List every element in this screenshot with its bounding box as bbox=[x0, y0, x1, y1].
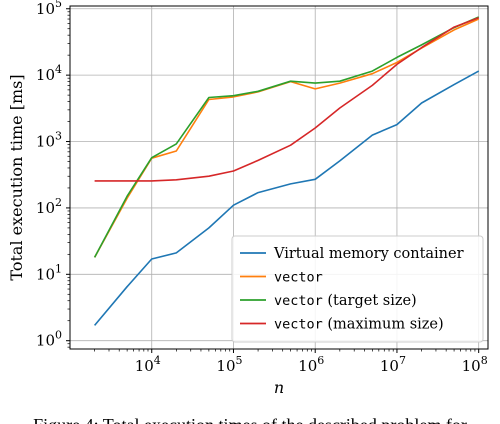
y-tick-label: 101 bbox=[36, 262, 62, 283]
x-axis-label: n bbox=[274, 378, 284, 397]
x-tick-label: 107 bbox=[380, 354, 406, 375]
y-tick-label: 102 bbox=[36, 196, 62, 217]
x-tick-label: 106 bbox=[298, 354, 324, 375]
y-tick-label: 104 bbox=[36, 63, 62, 84]
figure-caption: Figure 4: Total execution times of the d… bbox=[33, 415, 467, 424]
series-line-4 bbox=[94, 17, 479, 182]
y-tick-label: 100 bbox=[36, 329, 62, 350]
legend-entry-3: vector (target size) bbox=[274, 293, 417, 309]
series-line-3 bbox=[93, 16, 480, 258]
legend-entry-1: Virtual memory container bbox=[273, 246, 464, 262]
axis-ticks: 104 105 106 107 108 100 101 102 103 104 105 bbox=[36, 0, 488, 375]
x-tick-label: 105 bbox=[216, 354, 242, 375]
legend-box bbox=[231, 235, 484, 343]
x-tick-label: 104 bbox=[135, 354, 161, 375]
series-line-2 bbox=[93, 18, 480, 258]
plot-frame bbox=[69, 5, 489, 350]
y-tick-label: 103 bbox=[36, 130, 62, 151]
legend-entry-2: vector bbox=[274, 270, 323, 286]
legend-entry-4: vector (maximum size) bbox=[274, 317, 444, 333]
legend: Virtual memory container vector vector (ta… bbox=[231, 235, 484, 343]
series-line-1 bbox=[93, 70, 480, 326]
series-lines bbox=[93, 16, 480, 326]
x-tick-label: 108 bbox=[462, 354, 488, 375]
y-axis-label: Total execution time [ms] bbox=[7, 74, 26, 280]
y-tick-label: 105 bbox=[36, 0, 62, 18]
